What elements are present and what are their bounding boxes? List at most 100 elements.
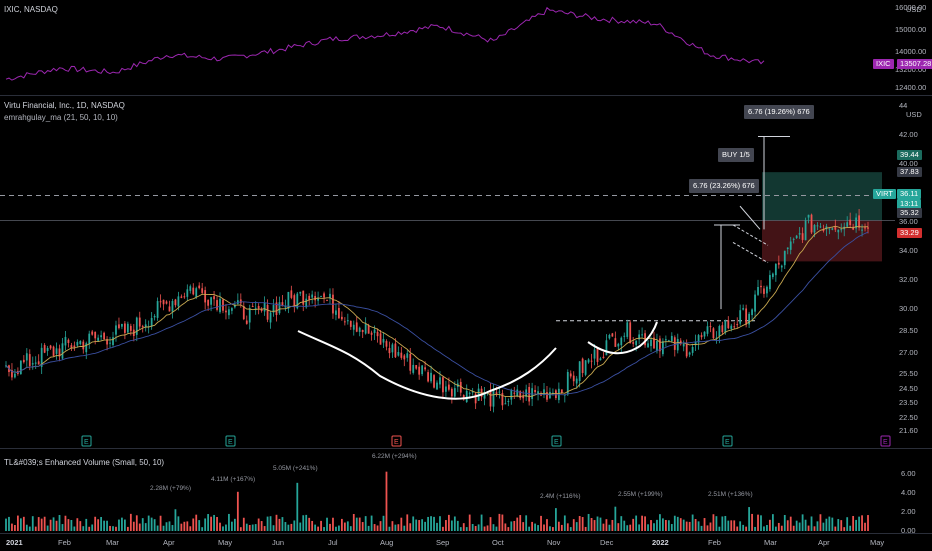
volume-bar: [769, 519, 771, 531]
candle-body: [780, 265, 783, 268]
volume-bar: [335, 526, 337, 531]
indicator-label[interactable]: emrahgulay_ma (21, 50, 10, 10): [4, 113, 118, 122]
main-pane[interactable]: E E E E E E Virtu Financial, Inc., 1D, NASDAQ…: [0, 96, 932, 448]
measure-label-top[interactable]: 6.76 (19.26%) 676: [744, 105, 814, 119]
candle-body: [189, 286, 192, 291]
volume-bar: [682, 519, 685, 531]
volume-bar: [364, 516, 367, 531]
candle-body: [379, 333, 382, 345]
candle-body: [290, 290, 293, 298]
volume-bar: [207, 514, 210, 531]
candle-body: [504, 403, 507, 405]
volume-bar: [242, 517, 245, 531]
candle-body: [129, 325, 132, 331]
pane-divider[interactable]: [0, 448, 932, 449]
volume-bar: [436, 522, 438, 531]
volume-bar: [406, 514, 409, 531]
ixic-line-chart[interactable]: [0, 0, 932, 94]
candle-body: [210, 297, 212, 305]
candle-body: [207, 300, 210, 306]
candle-body: [450, 388, 453, 397]
candle-body: [834, 226, 837, 230]
measure-label-left[interactable]: 6.76 (23.26%) 676: [689, 179, 759, 193]
volume-bar: [724, 515, 727, 531]
candle-body: [730, 325, 733, 329]
candle-body: [358, 327, 361, 332]
candle-body: [602, 356, 605, 358]
candle-body: [228, 309, 230, 316]
volume-bar: [266, 516, 269, 531]
candle-body: [804, 220, 807, 241]
volume-bar: [430, 516, 432, 531]
volume-bar: [531, 521, 534, 531]
volume-bar: [263, 526, 266, 531]
volume-bar: [495, 526, 498, 531]
candle-body: [112, 337, 114, 346]
volume-bar: [415, 519, 418, 531]
volume-bar: [620, 516, 623, 531]
volume-bar: [617, 523, 620, 531]
candle-body: [537, 391, 539, 395]
volume-pane[interactable]: TL&#039;s Enhanced Volume (Small, 50, 10…: [0, 449, 932, 535]
candle-body: [248, 308, 251, 323]
volume-bar: [816, 521, 819, 531]
volume-bar: [825, 518, 828, 531]
candle-body: [519, 391, 522, 399]
candle-body: [233, 304, 236, 308]
volume-bar: [352, 513, 355, 531]
candle-body: [231, 308, 233, 311]
volume-bar: [8, 516, 10, 531]
candle-body: [721, 325, 724, 333]
pane-divider[interactable]: [0, 95, 932, 96]
candle-body: [436, 382, 438, 390]
volume-chart[interactable]: [0, 449, 932, 533]
volume-bar: [596, 516, 599, 531]
volume-bar: [332, 517, 334, 531]
volume-bar: [766, 525, 768, 531]
countdown-tag: 13:11: [897, 199, 922, 209]
volume-bar: [52, 517, 55, 531]
volume-bar: [834, 526, 837, 531]
candle-body: [801, 233, 804, 240]
volume-bar: [141, 518, 144, 531]
candle-body: [439, 377, 441, 385]
candle-body: [483, 392, 486, 399]
candle-body: [667, 340, 670, 342]
volume-tick-label: 2.00: [901, 506, 916, 516]
volume-bar: [780, 525, 783, 531]
candle-body: [82, 341, 85, 350]
time-axis[interactable]: 2021 Feb Mar Apr May Jun Jul Aug Sep Oct Nov Dec 202…: [0, 533, 932, 551]
candle-body: [733, 326, 736, 328]
candle-body: [213, 296, 215, 300]
volume-bar: [813, 526, 816, 531]
candle-body: [650, 339, 652, 347]
candle-body: [144, 324, 147, 328]
volume-bar: [447, 514, 450, 531]
volume-bar: [61, 524, 64, 531]
candle-body: [364, 324, 367, 334]
candle-body: [296, 293, 299, 309]
buy-annotation[interactable]: BUY 1/5: [718, 148, 754, 162]
volume-bar: [16, 515, 19, 531]
flag-bottom-line: [732, 241, 769, 264]
candle-body: [40, 347, 43, 367]
volume-bar: [474, 525, 477, 531]
candle-body: [257, 305, 260, 309]
candle-body: [465, 390, 468, 403]
candle-body: [831, 228, 834, 230]
volume-bar: [453, 516, 456, 531]
volume-bar: [58, 515, 61, 531]
ixic-pane[interactable]: IXIC, NASDAQ USD 16000.00 15000.00 14000.0…: [0, 0, 932, 94]
volume-bar: [156, 525, 159, 531]
candle-body: [385, 341, 388, 347]
volume-bar: [777, 522, 780, 531]
volume-bar: [513, 520, 516, 531]
candle-body: [150, 317, 153, 327]
volume-bar: [25, 524, 28, 531]
price-tick-label: 36.00: [899, 217, 918, 227]
volume-bar: [421, 519, 424, 531]
volume-bar: [819, 514, 822, 531]
price-tick-label: 32.00: [899, 275, 918, 285]
candle-body: [55, 348, 58, 354]
